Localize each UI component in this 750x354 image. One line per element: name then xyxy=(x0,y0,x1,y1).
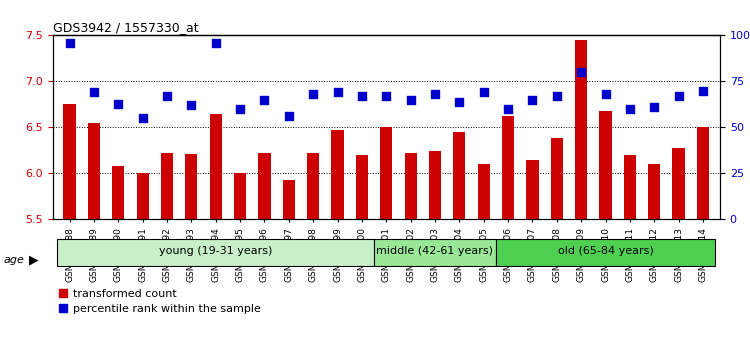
Bar xyxy=(550,138,562,219)
Point xyxy=(478,90,490,95)
Bar xyxy=(185,154,197,219)
Bar xyxy=(599,111,611,219)
Bar xyxy=(502,116,515,219)
Bar xyxy=(258,153,271,219)
Bar xyxy=(210,114,222,219)
Bar xyxy=(136,172,148,219)
Bar xyxy=(648,164,660,219)
Point xyxy=(332,90,344,95)
Point xyxy=(64,40,76,46)
Point xyxy=(453,99,465,104)
Text: ▶: ▶ xyxy=(28,254,38,267)
Bar xyxy=(356,155,368,219)
Bar xyxy=(88,123,100,219)
Text: middle (42-61 years): middle (42-61 years) xyxy=(376,246,494,256)
Bar xyxy=(453,132,466,219)
Point xyxy=(259,97,271,103)
Bar xyxy=(404,153,417,219)
Bar xyxy=(112,166,125,219)
FancyBboxPatch shape xyxy=(496,239,716,266)
Text: old (65-84 years): old (65-84 years) xyxy=(558,246,653,256)
Bar xyxy=(478,164,490,219)
Point xyxy=(404,97,416,103)
Bar xyxy=(307,153,320,219)
Point xyxy=(429,91,441,97)
FancyBboxPatch shape xyxy=(57,239,374,266)
Bar xyxy=(624,155,636,219)
Bar xyxy=(380,127,392,219)
Text: age: age xyxy=(4,255,25,265)
Bar xyxy=(673,148,685,219)
Point xyxy=(575,69,587,75)
Point xyxy=(88,90,100,95)
Point xyxy=(161,93,173,99)
Point xyxy=(697,88,709,93)
Bar xyxy=(526,160,538,219)
Bar xyxy=(283,180,295,219)
Text: GDS3942 / 1557330_at: GDS3942 / 1557330_at xyxy=(53,21,198,34)
Point xyxy=(283,114,295,119)
Point xyxy=(502,106,514,112)
Point xyxy=(648,104,660,110)
Legend: transformed count, percentile rank within the sample: transformed count, percentile rank withi… xyxy=(58,289,260,314)
Bar xyxy=(575,40,587,219)
Point xyxy=(356,93,368,99)
Point xyxy=(234,106,246,112)
Point xyxy=(380,93,392,99)
FancyBboxPatch shape xyxy=(374,239,496,266)
Bar xyxy=(332,130,344,219)
Bar xyxy=(429,152,441,219)
Point xyxy=(673,93,685,99)
Text: young (19-31 years): young (19-31 years) xyxy=(159,246,272,256)
Point xyxy=(308,91,320,97)
Bar xyxy=(64,104,76,219)
Point xyxy=(599,91,611,97)
Bar xyxy=(697,127,709,219)
Point xyxy=(550,93,562,99)
Point xyxy=(185,103,197,108)
Point xyxy=(210,40,222,46)
Bar xyxy=(161,153,173,219)
Point xyxy=(136,115,148,121)
Point xyxy=(624,106,636,112)
Point xyxy=(112,101,125,106)
Bar xyxy=(234,172,246,219)
Point xyxy=(526,97,538,103)
